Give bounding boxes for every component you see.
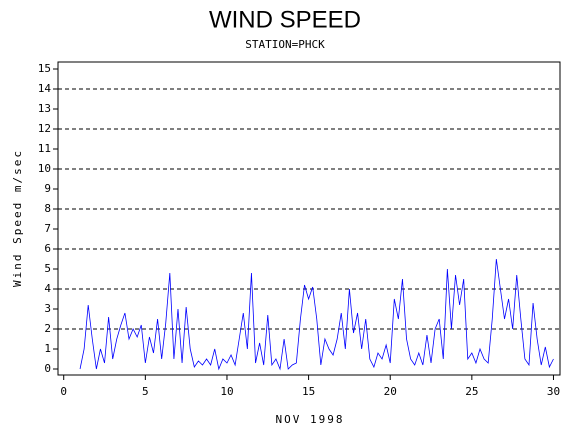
y-tick-label: 11 bbox=[38, 142, 51, 155]
y-tick-label: 12 bbox=[38, 122, 51, 135]
y-tick-label: 5 bbox=[44, 262, 51, 275]
y-tick-label: 8 bbox=[44, 202, 51, 215]
chart-title: WIND SPEED bbox=[209, 6, 361, 33]
x-tick-label: 15 bbox=[302, 385, 315, 398]
y-tick-label: 1 bbox=[44, 342, 51, 355]
x-tick-label: 0 bbox=[60, 385, 67, 398]
y-tick-label: 14 bbox=[38, 82, 52, 95]
x-tick-label: 30 bbox=[547, 385, 560, 398]
y-tick-label: 15 bbox=[38, 62, 51, 75]
y-tick-label: 10 bbox=[38, 162, 51, 175]
y-tick-label: 3 bbox=[44, 302, 51, 315]
y-tick-label: 9 bbox=[44, 182, 51, 195]
x-tick-label: 25 bbox=[465, 385, 478, 398]
data-line bbox=[79, 258, 554, 371]
chart-subtitle: STATION=PHCK bbox=[245, 38, 325, 51]
x-axis-label: NOV 1998 bbox=[276, 413, 345, 426]
plot-frame bbox=[57, 61, 561, 376]
x-tick-label: 20 bbox=[384, 385, 397, 398]
y-tick-label: 2 bbox=[44, 322, 51, 335]
y-tick-label: 13 bbox=[38, 102, 51, 115]
x-tick-label: 10 bbox=[220, 385, 233, 398]
y-tick-label: 0 bbox=[44, 362, 51, 375]
y-tick-label: 6 bbox=[44, 242, 51, 255]
x-tick-label: 5 bbox=[142, 385, 149, 398]
y-tick-label: 7 bbox=[44, 222, 51, 235]
y-tick-label: 4 bbox=[44, 282, 51, 295]
y-axis-label: Wind Speed m/sec bbox=[11, 149, 24, 287]
